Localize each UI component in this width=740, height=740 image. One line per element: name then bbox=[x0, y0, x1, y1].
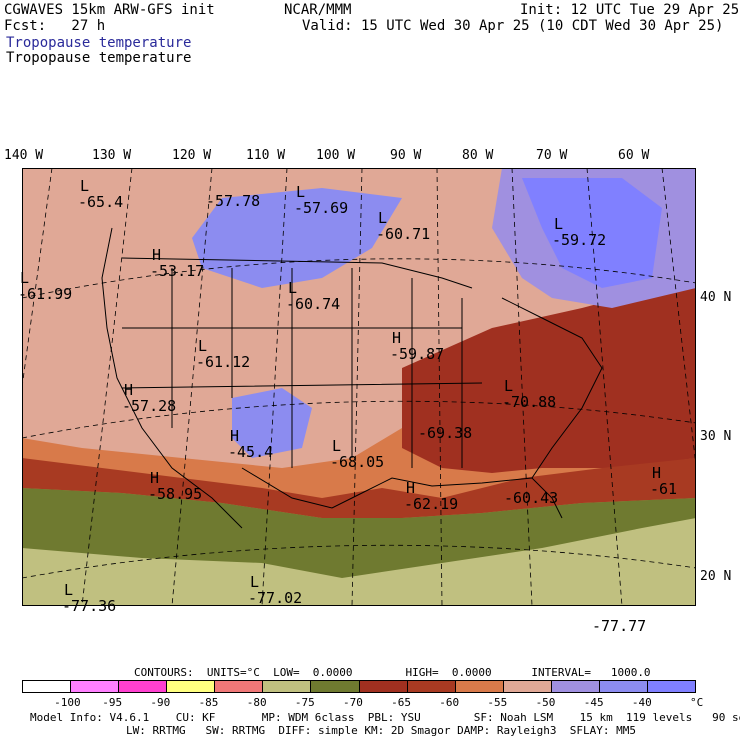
map-value-label: -59.87 bbox=[390, 345, 445, 363]
colorbar-unit: °C bbox=[690, 696, 704, 709]
high-marker: H bbox=[406, 479, 416, 497]
colorbar-swatch bbox=[71, 681, 120, 692]
low-marker: L bbox=[198, 337, 208, 355]
graticule bbox=[22, 168, 696, 606]
map-value-label: -60.43 bbox=[504, 489, 559, 507]
map-value-label: -58.95 bbox=[148, 485, 203, 503]
shade-minus65 bbox=[402, 278, 696, 473]
field-title-primary: Tropopause temperature bbox=[6, 35, 192, 51]
map-value-label: -77.36 bbox=[62, 597, 117, 615]
map-value-label: -59.72 bbox=[552, 231, 607, 249]
colorbar-tick-label: -70 bbox=[343, 696, 363, 709]
colorbar-swatch bbox=[551, 681, 600, 692]
lon-label: 60 W bbox=[618, 148, 650, 163]
political-boundaries bbox=[101, 227, 603, 529]
map-value-label: -61 bbox=[650, 480, 678, 498]
map-value-label: -60.74 bbox=[286, 295, 341, 313]
lon-label: 140 W bbox=[4, 148, 44, 163]
colorbar-swatch bbox=[167, 681, 216, 692]
colorbar-swatch bbox=[648, 681, 696, 692]
high-marker: H bbox=[230, 427, 240, 445]
lon-label: 120 W bbox=[172, 148, 212, 163]
low-marker: L bbox=[296, 183, 306, 201]
map-value-label: -69.38 bbox=[418, 424, 473, 442]
init-time: Init: 12 UTC Tue 29 Apr 25 bbox=[520, 2, 740, 18]
high-marker: H bbox=[150, 469, 160, 487]
colorbar-swatch bbox=[503, 681, 552, 692]
colorbar bbox=[22, 680, 696, 693]
model-info: Model Info: V4.6.1 CU: KF MP: WDM 6class… bbox=[30, 711, 740, 724]
lat-label: 40 N bbox=[700, 290, 732, 305]
colorbar-tick-label: -55 bbox=[487, 696, 508, 709]
colorbar-tick-label: -40 bbox=[631, 696, 652, 709]
map-value-label: -77.02 bbox=[248, 589, 303, 607]
lat-label: 30 N bbox=[700, 429, 732, 444]
map-value-label: -57.78 bbox=[206, 192, 261, 210]
map-value-label: -57.28 bbox=[122, 397, 177, 415]
colorbar-tick-label: -85 bbox=[198, 696, 219, 709]
colorbar-swatch bbox=[311, 681, 360, 692]
lon-label: 90 W bbox=[390, 148, 422, 163]
colorbar-swatch bbox=[407, 681, 456, 692]
colorbar-tick-label: -95 bbox=[102, 696, 123, 709]
low-marker: L bbox=[332, 437, 342, 455]
colorbar-tick-label: -65 bbox=[391, 696, 412, 709]
high-marker: H bbox=[152, 246, 162, 264]
forecast-hour: Fcst: 27 h bbox=[4, 18, 106, 34]
low-marker: L bbox=[288, 279, 298, 297]
map-value-label: -68.05 bbox=[330, 453, 385, 471]
field-title-secondary: Tropopause temperature bbox=[6, 50, 192, 66]
colorbar-tick-label: -75 bbox=[294, 696, 315, 709]
colorbar-swatch bbox=[263, 681, 312, 692]
colorbar-tick-label: -60 bbox=[439, 696, 460, 709]
colorbar-swatch bbox=[455, 681, 504, 692]
map-value-label: -61.99 bbox=[18, 285, 73, 303]
lon-label: 70 W bbox=[536, 148, 568, 163]
map-value-label: -77.77 bbox=[592, 617, 647, 635]
low-marker: L bbox=[64, 581, 74, 599]
colorbar-tick-label: -50 bbox=[535, 696, 556, 709]
colorbar-tick-label: -45 bbox=[583, 696, 604, 709]
valid-time: Valid: 15 UTC Wed 30 Apr 25 (10 CDT Wed … bbox=[302, 18, 724, 34]
lon-label: 80 W bbox=[462, 148, 494, 163]
contours-info: CONTOURS: UNITS=°C LOW= 0.0000 HIGH= 0.0… bbox=[134, 666, 651, 679]
map-value-label: -62.19 bbox=[404, 495, 459, 513]
colorbar-swatch bbox=[119, 681, 168, 692]
colorbar-tick-label: -80 bbox=[246, 696, 267, 709]
lat-label: 20 N bbox=[700, 569, 732, 584]
colorbar-tick-label: -90 bbox=[150, 696, 171, 709]
map-border bbox=[22, 168, 696, 606]
colorbar-swatch bbox=[215, 681, 264, 692]
map-value-label: -53.17 bbox=[150, 262, 205, 280]
map-value-label: -70.88 bbox=[502, 393, 557, 411]
high-marker: H bbox=[124, 381, 134, 399]
high-marker: H bbox=[652, 464, 662, 482]
map-value-label: -57.69 bbox=[294, 199, 349, 217]
lon-label: 110 W bbox=[246, 148, 286, 163]
lon-label: 130 W bbox=[92, 148, 132, 163]
low-marker: L bbox=[80, 177, 90, 195]
tropopause-temperature-map bbox=[22, 168, 696, 606]
low-marker: L bbox=[250, 573, 260, 591]
model-title: CGWAVES 15km ARW-GFS init bbox=[4, 2, 215, 18]
shade-minus75 bbox=[22, 518, 696, 606]
map-value-label: -61.12 bbox=[196, 353, 251, 371]
low-marker: L bbox=[554, 215, 564, 233]
shade-minus45-north bbox=[192, 188, 402, 288]
low-marker: L bbox=[378, 209, 388, 227]
colorbar-swatch bbox=[23, 681, 72, 692]
colorbar-swatch bbox=[599, 681, 649, 692]
high-marker: H bbox=[392, 329, 402, 347]
colorbar-swatch bbox=[359, 681, 408, 692]
lon-label: 100 W bbox=[316, 148, 356, 163]
map-value-label: -45.4 bbox=[228, 443, 274, 461]
physics-info: LW: RRTMG SW: RRTMG DIFF: simple KM: 2D … bbox=[126, 724, 636, 737]
map-value-label: -60.71 bbox=[376, 225, 431, 243]
low-marker: L bbox=[20, 269, 30, 287]
colorbar-tick-label: -100 bbox=[54, 696, 81, 709]
source-label: NCAR/MMM bbox=[284, 2, 352, 18]
low-marker: L bbox=[504, 377, 514, 395]
map-value-label: -65.4 bbox=[78, 193, 124, 211]
